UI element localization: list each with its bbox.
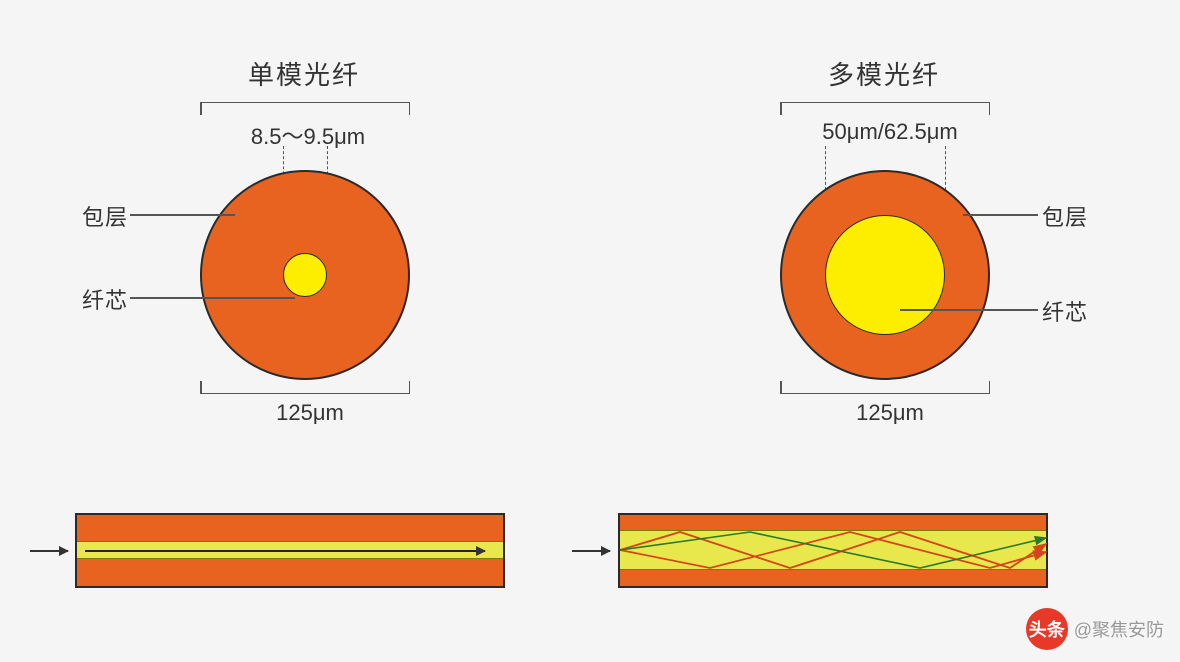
sm-entry-arrow — [30, 550, 68, 552]
mm-top-bracket — [780, 102, 990, 103]
mm-cladding-label: 包层 — [1042, 200, 1088, 232]
watermark-logo-icon: 头条 — [1026, 608, 1068, 650]
multi-mode-title: 多模光纤 — [828, 55, 940, 92]
sm-core-label: 纤芯 — [82, 283, 128, 315]
sm-outer-dim: 125μm — [255, 400, 365, 426]
sm-top-bracket — [200, 102, 410, 103]
watermark: 头条 @聚焦安防 — [1026, 608, 1164, 650]
sm-cladding-leader — [130, 214, 235, 216]
sm-core-circle — [283, 253, 327, 297]
mm-rays — [620, 530, 1046, 570]
mm-outer-dim: 125μm — [835, 400, 945, 426]
watermark-text: @聚焦安防 — [1074, 616, 1164, 642]
mm-core-dim: 50μm/62.5μm — [800, 119, 980, 145]
single-mode-title: 单模光纤 — [248, 55, 360, 92]
sm-bottom-bracket — [200, 382, 410, 394]
mm-core-circle — [825, 215, 945, 335]
sm-core-dim: 8.5～9.5μm — [233, 119, 383, 151]
sm-ray — [85, 550, 485, 552]
mm-bottom-bracket — [780, 382, 990, 394]
mm-entry-arrow — [572, 550, 610, 552]
mm-core-leader — [900, 309, 1038, 311]
sm-core-leader — [130, 297, 295, 299]
sm-cladding-label: 包层 — [82, 200, 128, 232]
mm-core-label: 纤芯 — [1042, 295, 1088, 327]
mm-cladding-leader — [963, 214, 1038, 216]
